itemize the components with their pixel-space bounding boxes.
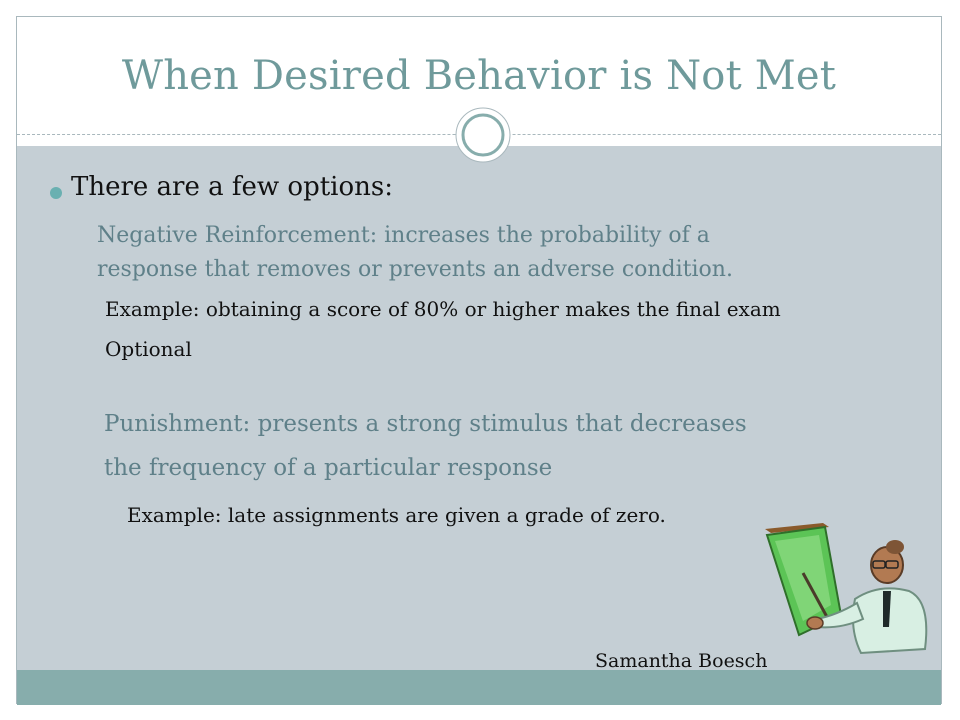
circle-ornament-icon bbox=[455, 107, 511, 163]
punishment-line-2: the frequency of a particular response bbox=[104, 455, 553, 481]
punishment-example: Example: late assignments are given a gr… bbox=[127, 503, 666, 527]
slide-frame: When Desired Behavior is Not Met There a… bbox=[16, 16, 942, 705]
punishment-line-1: Punishment: presents a strong stimulus t… bbox=[104, 411, 747, 437]
bullet-main: There are a few options: bbox=[71, 172, 393, 202]
slide-title: When Desired Behavior is Not Met bbox=[121, 53, 837, 99]
negative-reinforcement-line-2: response that removes or prevents an adv… bbox=[97, 257, 733, 282]
negative-reinforcement-example-line-2: Optional bbox=[105, 337, 192, 361]
bullet-dot-icon bbox=[50, 187, 62, 199]
presenter-clipart-icon bbox=[765, 523, 928, 655]
footer-band bbox=[17, 670, 941, 705]
negative-reinforcement-example-line-1: Example: obtaining a score of 80% or hig… bbox=[105, 297, 781, 321]
author-signature: Samantha Boesch bbox=[595, 650, 768, 672]
negative-reinforcement-line-1: Negative Reinforcement: increases the pr… bbox=[97, 223, 710, 248]
